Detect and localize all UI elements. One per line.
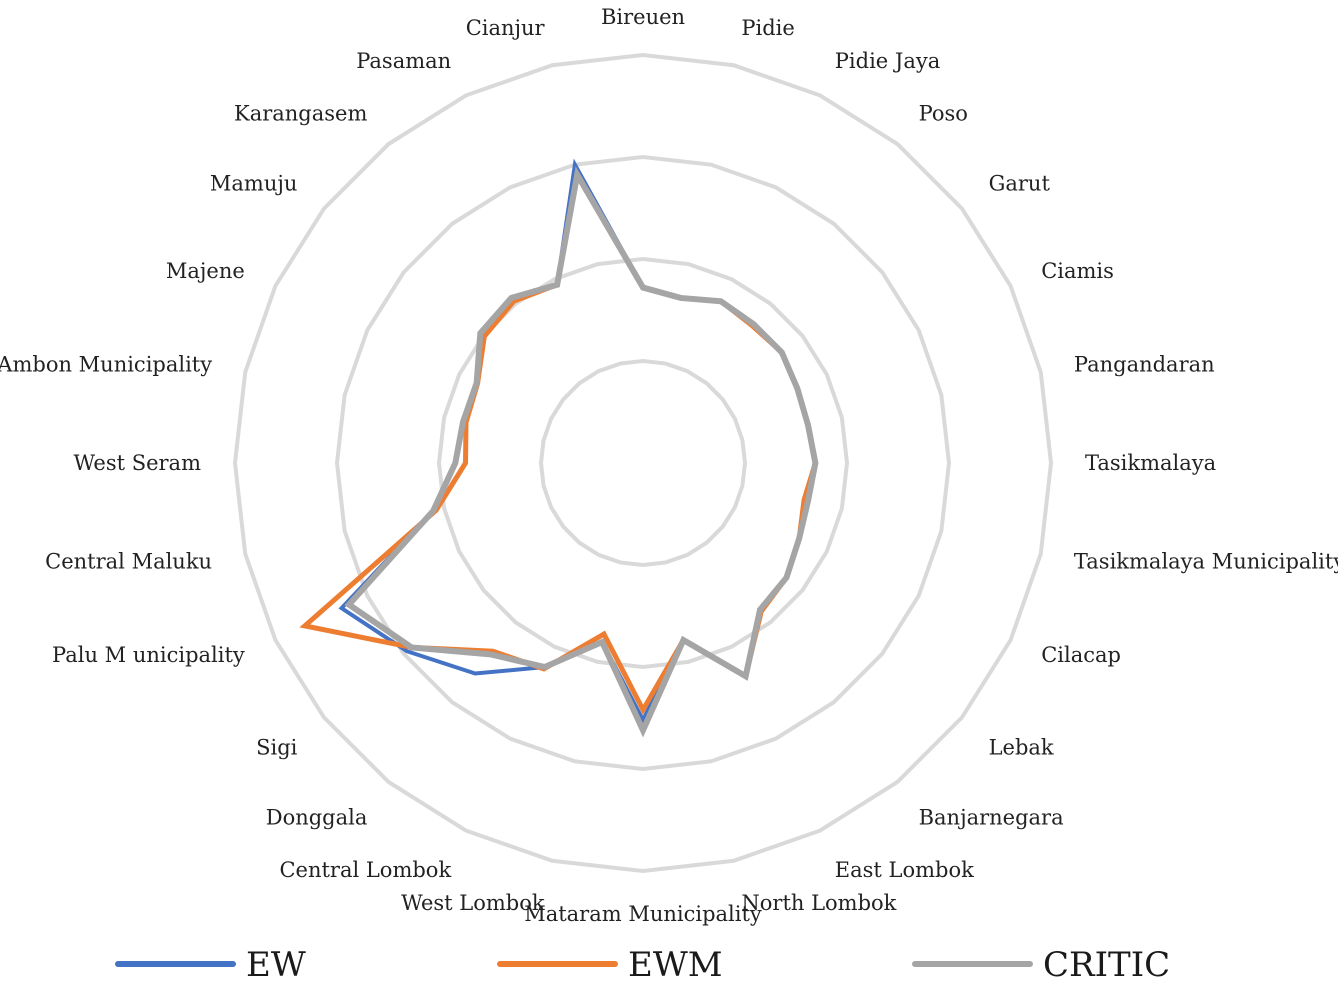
category-label: Cilacap xyxy=(1041,643,1121,667)
category-label: North Lombok xyxy=(741,891,896,915)
category-label: Karangasem xyxy=(234,101,367,125)
category-label: Garut xyxy=(989,171,1051,195)
series-line-critic xyxy=(344,166,819,738)
grid-ring-3 xyxy=(334,154,952,772)
category-label: Tasikmalaya xyxy=(1085,451,1216,475)
legend-label-critic: CRITIC xyxy=(1043,945,1170,985)
legend-label-ewm: EWM xyxy=(628,945,723,985)
grid-ring-2 xyxy=(436,256,850,670)
category-label: Ambon Municipality xyxy=(0,353,212,377)
category-label: West Seram xyxy=(74,451,202,475)
category-label: Tasikmalaya Municipality xyxy=(1074,549,1338,573)
category-label: Mataram Municipality xyxy=(524,902,762,926)
category-label: Pidie Jaya xyxy=(835,49,940,73)
category-label: Cianjur xyxy=(466,16,546,40)
legend: EW EWM CRITIC xyxy=(115,945,1170,985)
category-label: Bireuen xyxy=(601,5,685,29)
category-label: Pidie xyxy=(741,16,794,40)
category-label: Palu M unicipality xyxy=(52,643,245,667)
legend-label-ew: EW xyxy=(246,945,306,985)
category-label: Central Maluku xyxy=(45,549,212,573)
category-label: Ciamis xyxy=(1041,259,1114,283)
grid-rings xyxy=(232,52,1054,874)
category-labels: Bireuen Pidie Pidie Jaya Poso Garut Ciamis Pan… xyxy=(0,5,1338,926)
category-label: West Lombok xyxy=(401,891,545,915)
category-label: East Lombok xyxy=(835,858,974,882)
grid-ring-1 xyxy=(538,358,748,568)
category-label: Central Lombok xyxy=(279,858,451,882)
category-label: Lebak xyxy=(989,736,1054,760)
series-lines xyxy=(299,158,819,738)
category-label: Donggala xyxy=(266,806,368,830)
grid-ring-4 xyxy=(232,52,1054,874)
category-label: Pasaman xyxy=(356,49,451,73)
category-label: Banjarnegara xyxy=(919,806,1064,830)
category-label: Sigi xyxy=(256,736,298,760)
category-label: Poso xyxy=(919,101,968,125)
category-label: Mamuju xyxy=(210,171,298,195)
category-label: Pangandaran xyxy=(1074,353,1215,377)
category-label: Majene xyxy=(166,259,245,283)
